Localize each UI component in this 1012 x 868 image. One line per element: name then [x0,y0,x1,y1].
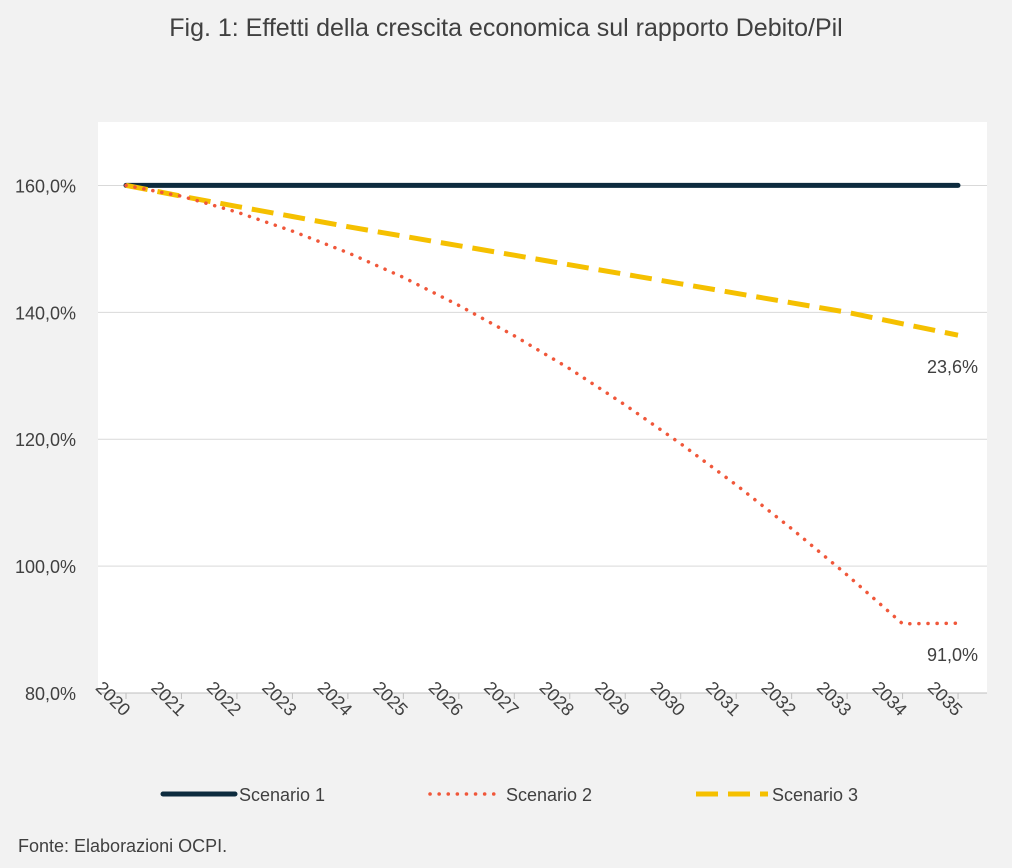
y-tick-label: 160,0% [15,176,76,196]
x-axis [98,692,987,699]
legend-label: Scenario 2 [506,785,592,805]
plot-area [98,122,987,693]
data-label: 91,0% [927,645,978,665]
y-tick-label: 120,0% [15,430,76,450]
data-labels: 23,6% 91,0% [927,357,978,665]
series-line-scenario-3 [125,182,959,338]
y-tick-label: 80,0% [25,684,76,704]
data-label: 23,6% [927,357,978,377]
y-tick-label: 100,0% [15,557,76,577]
legend-label: Scenario 1 [239,785,325,805]
series-lines [123,182,961,626]
legend-label: Scenario 3 [772,785,858,805]
legend: Scenario 1 Scenario 2 Scenario 3 [160,785,858,805]
source-note: Fonte: Elaborazioni OCPI. [18,836,228,856]
y-tick-label: 140,0% [15,303,76,323]
series-line-scenario-2 [124,183,960,626]
chart-title: Fig. 1: Effetti della crescita economica… [169,14,843,42]
y-axis-labels: 80,0% 100,0% 120,0% 140,0% 160,0% [15,176,76,704]
